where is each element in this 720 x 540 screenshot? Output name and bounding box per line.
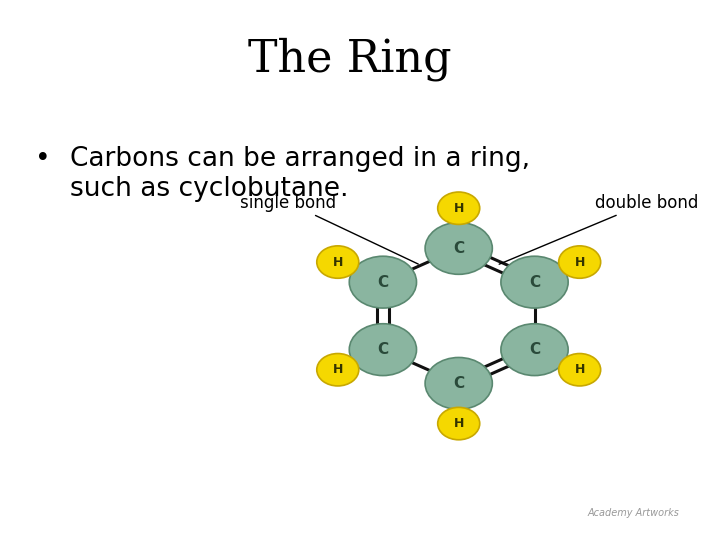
Text: H: H [575, 255, 585, 268]
Text: C: C [377, 275, 389, 289]
Circle shape [425, 357, 492, 409]
Text: H: H [575, 363, 585, 376]
Circle shape [425, 222, 492, 274]
Text: single bond: single bond [240, 193, 418, 264]
Circle shape [438, 192, 480, 225]
Text: H: H [454, 202, 464, 215]
Text: C: C [529, 342, 540, 357]
Text: double bond: double bond [499, 193, 698, 264]
Text: H: H [333, 255, 343, 268]
Text: H: H [454, 417, 464, 430]
Text: C: C [529, 275, 540, 289]
Text: •: • [35, 146, 50, 172]
Circle shape [501, 324, 568, 376]
Text: Academy Artworks: Academy Artworks [588, 508, 679, 518]
Circle shape [317, 354, 359, 386]
Circle shape [559, 354, 600, 386]
Circle shape [438, 407, 480, 440]
Circle shape [317, 246, 359, 278]
Text: H: H [333, 363, 343, 376]
Circle shape [349, 256, 416, 308]
Text: Carbons can be arranged in a ring,
such as cyclobutane.: Carbons can be arranged in a ring, such … [70, 146, 530, 202]
Text: The Ring: The Ring [248, 38, 452, 82]
Circle shape [501, 256, 568, 308]
Circle shape [559, 246, 600, 278]
Text: C: C [453, 376, 464, 391]
Text: C: C [453, 241, 464, 256]
Circle shape [349, 324, 416, 376]
Text: C: C [377, 342, 389, 357]
